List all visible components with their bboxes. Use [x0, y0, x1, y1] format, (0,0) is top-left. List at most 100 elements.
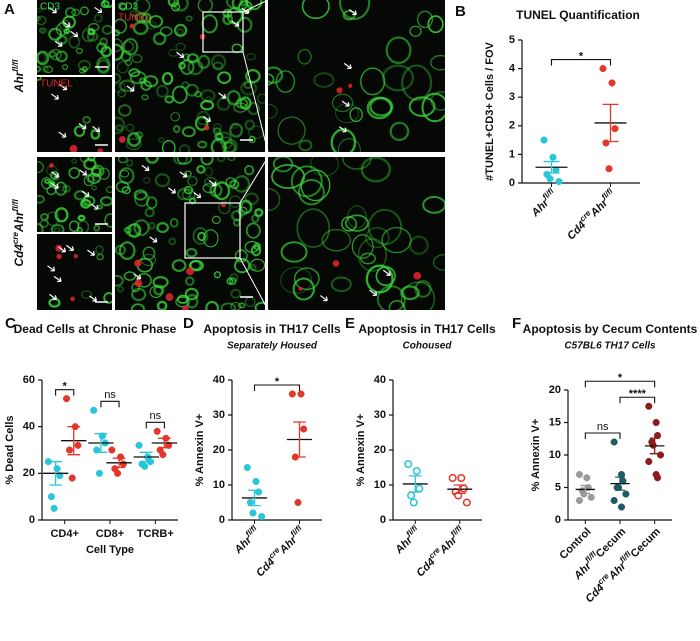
tunel-dot [203, 125, 210, 131]
cell [37, 194, 45, 204]
cell [133, 219, 150, 236]
cell [321, 228, 351, 252]
cell [170, 112, 181, 122]
data-point [610, 438, 618, 446]
panel-letter: B [455, 3, 466, 20]
cell [381, 64, 415, 92]
data-point [294, 498, 302, 507]
cell [171, 259, 187, 273]
x-tick-label: CD8+ [96, 528, 124, 540]
cell [48, 27, 63, 41]
micrograph [37, 77, 112, 152]
cell [231, 123, 238, 129]
cell [123, 271, 136, 281]
label-part: Cecum [628, 526, 663, 561]
data-point [587, 493, 595, 501]
significance-label: * [275, 376, 280, 388]
cell [234, 257, 251, 274]
cell [132, 20, 149, 36]
y-tick-label: 20 [549, 384, 561, 396]
significance-label: ns [150, 410, 162, 422]
cell [153, 284, 165, 296]
cell [249, 258, 265, 272]
channel-label: TUNEL [40, 79, 73, 90]
arrow [66, 244, 74, 252]
data-point [546, 175, 554, 183]
cell [310, 157, 339, 177]
tunel-dot [70, 296, 75, 302]
cell [247, 101, 261, 116]
error-bar [649, 437, 660, 455]
cell [257, 93, 265, 104]
cell [204, 166, 214, 177]
cell [125, 159, 134, 167]
data-point [599, 65, 607, 73]
cell [228, 277, 237, 286]
cell [83, 158, 97, 171]
cell [205, 300, 219, 310]
cell [197, 54, 211, 69]
cell [115, 124, 124, 132]
label-part: CD4+ [50, 528, 78, 540]
tunel-dot [186, 267, 194, 276]
y-tick-label: 20 [374, 444, 386, 456]
cell [184, 276, 195, 286]
y-tick-label: 0 [555, 514, 561, 526]
cell [118, 104, 132, 117]
cell [196, 165, 206, 174]
label-part: Cd4 [12, 244, 26, 267]
cell [144, 207, 155, 218]
data-point [246, 498, 254, 507]
arrow [51, 93, 59, 100]
significance-bracket [584, 380, 656, 388]
error-bar [543, 160, 560, 174]
cell [115, 274, 124, 287]
cell [172, 124, 181, 134]
cell [194, 90, 202, 98]
error-bar [615, 476, 625, 491]
label-part: Ahr [12, 210, 26, 233]
tunel-dot [348, 83, 353, 88]
data-point [68, 474, 76, 482]
cell [181, 126, 196, 138]
cell [105, 186, 112, 193]
data-point [583, 474, 591, 482]
significance-bracket [253, 384, 301, 391]
panel-letter: F [512, 315, 521, 332]
cell [272, 157, 294, 173]
cell [87, 157, 96, 162]
panel-letter: C [5, 315, 16, 332]
cell [178, 144, 191, 152]
cell [37, 77, 42, 81]
cell [254, 208, 264, 218]
cell [138, 77, 147, 84]
data-point [243, 463, 251, 472]
chart-title: TUNEL Quantification [516, 8, 640, 22]
cell [229, 122, 244, 138]
cell [409, 235, 429, 255]
label-part: Ahr [437, 534, 460, 557]
cell [88, 22, 100, 32]
arrow [338, 126, 347, 133]
data-point [412, 466, 421, 476]
cell [244, 119, 256, 131]
micrograph [268, 157, 445, 310]
tunel-dot [298, 286, 303, 291]
cell [268, 188, 281, 211]
significance-label: * [618, 372, 623, 384]
zoom-box [202, 11, 244, 53]
cell [185, 293, 199, 309]
cell [381, 226, 412, 254]
cell [233, 102, 248, 113]
y-axis-label: % Dead Cells [4, 415, 16, 484]
cell [133, 189, 148, 201]
chart-title: Apoptosis in TH17 Cells [203, 322, 341, 336]
cell [251, 214, 260, 223]
y-tick-label: 15 [549, 416, 561, 428]
error-bar [453, 484, 466, 495]
cell [230, 288, 242, 299]
cell [125, 138, 142, 151]
cell [129, 70, 147, 85]
arrow [79, 169, 88, 176]
